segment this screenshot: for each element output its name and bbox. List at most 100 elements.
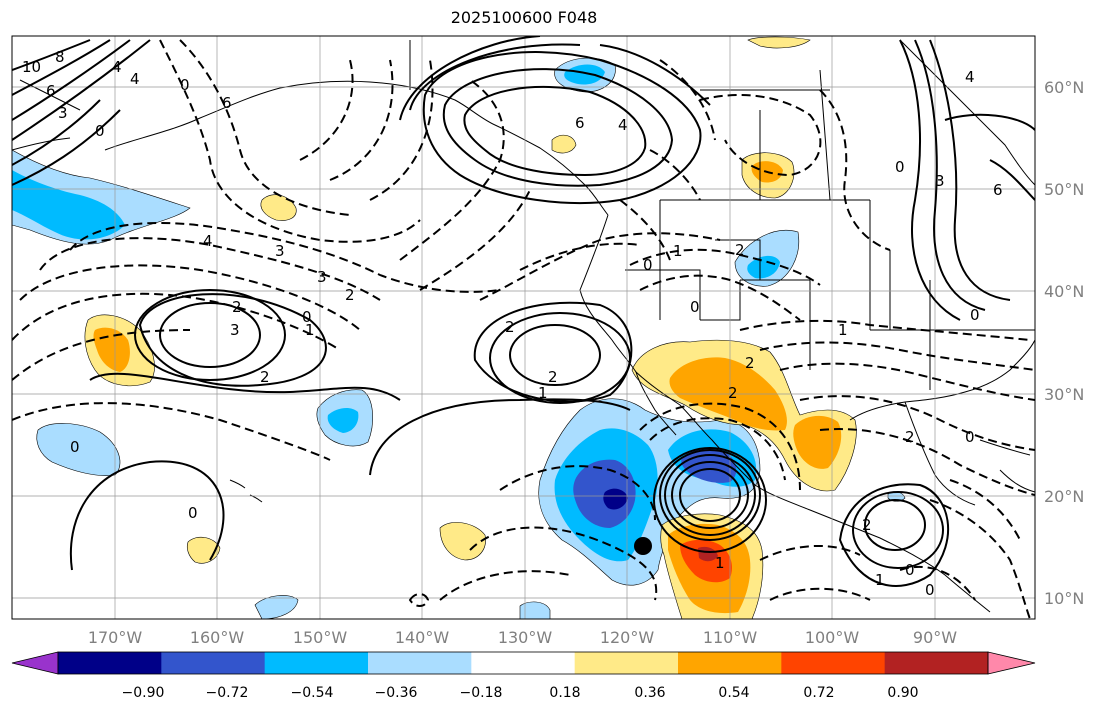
- dash-16: [819, 89, 891, 251]
- colorbar-tick: 0.18: [549, 685, 580, 701]
- colorbar-tick: 0.90: [887, 685, 918, 701]
- shade-west-pac-orange: [93, 327, 130, 372]
- colorbar-segment: [264, 652, 369, 674]
- shade-yellow-small3: [439, 522, 486, 561]
- contour-label: 1: [305, 321, 315, 339]
- contour-label: 2: [735, 241, 745, 259]
- dash-3: [69, 222, 501, 293]
- contour-label: 4: [618, 116, 628, 134]
- contour-label: 3: [275, 242, 285, 260]
- contour-label: 2: [905, 428, 915, 446]
- shade-yellow-small2: [551, 134, 577, 154]
- dash-30: [639, 402, 801, 491]
- shade-top-yellow: [747, 36, 811, 49]
- dash-15: [699, 94, 822, 177]
- lat-label-20: 20°N: [1044, 487, 1084, 506]
- storm-center-marker: [634, 537, 652, 555]
- lat-label-10: 10°N: [1044, 589, 1084, 608]
- contour-carib-1: [864, 499, 926, 551]
- dash-10: [419, 189, 531, 291]
- contour-label: 2: [345, 286, 355, 304]
- contour-label: 6: [993, 181, 1003, 199]
- dash-7: [12, 329, 191, 381]
- contour-cyclone-1: [664, 454, 756, 536]
- contour-cyclone-4: [659, 449, 761, 541]
- contour-label: 0: [970, 306, 980, 324]
- colorbar-min-triangle: [11, 651, 59, 675]
- contour-high-west-3: [138, 293, 327, 387]
- contour-label: 1: [673, 242, 683, 260]
- contour-east-set: [899, 39, 1011, 321]
- map-frame: [11, 35, 1036, 620]
- shade-bottom-small-light: [519, 601, 551, 619]
- contour-label: 2: [505, 318, 515, 336]
- contour-label: 0: [95, 122, 105, 140]
- dash-6: [12, 292, 341, 351]
- lon-label-140: 140°W: [395, 628, 450, 647]
- dash-28: [439, 570, 571, 601]
- contour-high-west-4: [89, 372, 401, 401]
- colorbar-tick: 0.36: [634, 685, 665, 701]
- dash-23: [929, 499, 1031, 619]
- colorbar-segment: [884, 652, 989, 674]
- dash-2: [179, 39, 351, 216]
- contour-label: 0: [690, 298, 700, 316]
- colorbar-segment: [678, 652, 782, 674]
- contour-label: 1: [538, 384, 548, 402]
- contour-carib-3: [838, 483, 950, 587]
- shade-tropical-darkest: [603, 488, 628, 510]
- lat-label-60: 60°N: [1044, 78, 1084, 97]
- contour-label: 0: [180, 76, 190, 94]
- dash-22: [819, 428, 1035, 496]
- dash-1: [159, 39, 421, 243]
- contour-label: 3: [935, 172, 945, 190]
- contour-pac-2: [69, 460, 225, 571]
- contour-cyclone-5: [653, 447, 767, 553]
- lon-label-100: 100°W: [805, 628, 860, 647]
- colorbar-tick: −0.72: [206, 685, 249, 701]
- dash-13: [629, 248, 821, 286]
- contour-label: 1: [838, 321, 848, 339]
- lon-axis: 170°W 160°W 150°W 140°W 130°W 120°W 110°…: [88, 628, 957, 647]
- contour-label: 0: [302, 308, 312, 326]
- coast-hawaii: [229, 479, 263, 503]
- colorbar-max-triangle: [987, 651, 1036, 675]
- contour-label: 2: [745, 354, 755, 372]
- dash-18: [739, 319, 1031, 341]
- dashed-contours: [12, 39, 1035, 619]
- dash-29: [649, 417, 786, 481]
- lon-label-110: 110°W: [703, 628, 758, 647]
- contour-east-2: [944, 113, 1035, 201]
- lon-label-160: 160°W: [190, 628, 245, 647]
- contour-label-layer: 10 8 6 4 3 0 6 4 0 3 4 3 2 2 3 2 0 2 1 2…: [22, 48, 1003, 599]
- dash-25: [899, 565, 976, 601]
- contour-label: 3: [317, 268, 327, 286]
- dash-17: [659, 59, 716, 141]
- contour-nw-low: [12, 99, 121, 186]
- dash-32: [619, 149, 701, 261]
- contour-label: 2: [232, 298, 242, 316]
- contour-label: 4: [203, 232, 213, 250]
- contour-label: 3: [230, 321, 240, 339]
- dash-5: [19, 264, 361, 331]
- contour-label: 4: [130, 70, 140, 88]
- coast-west-na: [579, 214, 991, 613]
- map-background: [12, 36, 1035, 619]
- state-borders: [625, 199, 1035, 390]
- contour-label: 3: [58, 104, 68, 122]
- coastline-layer: [12, 39, 1035, 613]
- contour-high-east-3: [473, 301, 633, 403]
- contour-label: 6: [222, 94, 232, 112]
- shade-nw-mid: [12, 170, 125, 240]
- dash-12: [519, 242, 641, 271]
- dash-small-loop: [408, 593, 430, 607]
- map-title: 2025100600 F048: [450, 8, 598, 27]
- shade-alaska-mid: [564, 64, 605, 85]
- coast-gulf: [849, 339, 1035, 421]
- lon-label-170: 170°W: [88, 628, 143, 647]
- contour-label: 0: [188, 504, 198, 522]
- colorbar-tick: 0.54: [718, 685, 749, 701]
- contour-cyclone-2: [671, 461, 749, 529]
- contour-label: 2: [548, 368, 558, 386]
- colorbar-tick: −0.18: [460, 685, 503, 701]
